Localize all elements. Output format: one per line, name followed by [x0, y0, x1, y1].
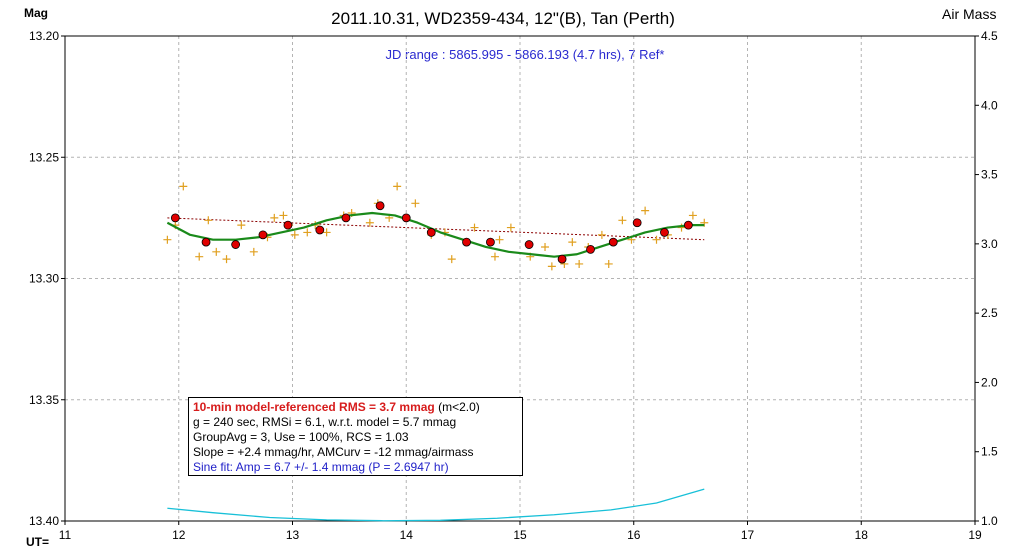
airmass-axis-title: Air Mass — [942, 6, 996, 22]
measurement-point — [163, 235, 172, 244]
airmass-tick-label: 3.5 — [981, 168, 998, 182]
measurement-point — [303, 228, 312, 237]
mag-tick-label: 13.35 — [29, 393, 59, 407]
measurement-point — [495, 235, 504, 244]
group-average-point — [401, 213, 411, 223]
measurement-point — [322, 228, 331, 237]
trend-line — [167, 217, 705, 241]
x-tick-label: 15 — [513, 528, 527, 542]
measurement-point — [677, 223, 686, 232]
x-tick-label: 17 — [741, 528, 755, 542]
stats-box: 10-min model-referenced RMS = 3.7 mmag (… — [188, 397, 523, 476]
group-average-point — [462, 237, 471, 247]
measurement-point — [470, 223, 479, 232]
measurement-point — [279, 211, 288, 220]
measurement-point — [411, 199, 420, 208]
x-tick-label: 16 — [627, 528, 641, 542]
measurement-point — [506, 223, 515, 232]
measurement-point — [237, 221, 246, 230]
airmass-tick-label: 1.5 — [981, 445, 998, 459]
measurement-point — [618, 216, 627, 225]
mag-tick-label: 13.20 — [29, 29, 59, 43]
group-average-point — [660, 228, 669, 237]
group-average-point — [608, 237, 618, 247]
model-fit-curve — [166, 211, 705, 258]
x-tick-label: 18 — [855, 528, 869, 542]
measurement-point — [249, 247, 258, 256]
group-average-point — [258, 230, 268, 240]
group-average-point — [283, 220, 293, 230]
x-tick-label: 19 — [968, 528, 982, 542]
measurement-point — [212, 247, 221, 256]
mag-tick-label: 13.30 — [29, 272, 59, 286]
stats-line-groupavg: GroupAvg = 3, Use = 100%, RCS = 1.03 — [193, 430, 409, 444]
group-average-point — [524, 240, 534, 249]
measurement-point — [652, 235, 661, 244]
measurement-point — [547, 262, 556, 271]
tick-labels: 11 12 13 14 15 16 17 18 19 13.20 13.25 13.30 13.35 13… — [29, 29, 998, 542]
measurement-point — [290, 230, 299, 239]
mag-tick-label: 13.40 — [29, 514, 59, 528]
group-average-point — [201, 237, 211, 247]
x-tick-label: 11 — [59, 528, 72, 542]
rms-condition: (m<2.0) — [434, 400, 480, 414]
measurement-point — [447, 255, 456, 264]
group-average-point — [315, 225, 325, 235]
measurement-point — [575, 259, 584, 268]
stats-line-sinefit: Sine fit: Amp = 6.7 +/- 1.4 mmag (P = 2.… — [193, 460, 449, 474]
measurement-point — [195, 252, 204, 261]
chart-title: 2011.10.31, WD2359-434, 12"(B), Tan (Per… — [331, 9, 675, 28]
group-average-point — [375, 201, 385, 211]
measurement-point — [490, 252, 499, 261]
measurement-point — [604, 259, 613, 268]
x-tick-label: 12 — [172, 528, 186, 542]
stats-line-exposure: g = 240 sec, RMSi = 6.1, w.r.t. model = … — [193, 415, 457, 429]
airmass-tick-label: 3.0 — [981, 237, 998, 251]
group-average-point — [586, 244, 595, 254]
measurement-point — [688, 211, 697, 220]
measurement-point — [179, 182, 188, 191]
group-average-point — [632, 218, 642, 228]
group-average-point — [486, 237, 495, 247]
measurement-point — [541, 242, 550, 251]
group-average-point — [341, 213, 351, 223]
stats-line-slope: Slope = +2.4 mmag/hr, AMCurv = -12 mmag/… — [193, 445, 474, 459]
group-average-point — [426, 228, 436, 237]
jd-range-text: JD range : 5865.995 - 5866.193 (4.7 hrs)… — [386, 47, 665, 62]
airmass-tick-label: 1.0 — [981, 514, 998, 528]
measurement-point — [568, 238, 577, 247]
measurement-point — [204, 216, 213, 225]
measurement-point — [641, 206, 650, 215]
mag-tick-label: 13.25 — [29, 150, 59, 164]
x-tick-label: 14 — [400, 528, 414, 542]
measurement-point — [393, 182, 402, 191]
measurement-point — [222, 255, 231, 264]
measurement-point — [597, 230, 606, 239]
group-average-point — [557, 254, 567, 264]
x-tick-label: 13 — [286, 528, 300, 542]
airmass-tick-label: 4.5 — [981, 29, 998, 43]
data-series — [163, 182, 709, 522]
measurement-point — [365, 218, 374, 227]
group-average-point — [231, 240, 241, 249]
airmass-tick-label: 4.0 — [981, 98, 998, 112]
group-average-point — [683, 220, 693, 230]
rms-summary: 10-min model-referenced RMS = 3.7 mmag — [193, 400, 435, 414]
mag-axis-title: Mag — [24, 6, 48, 20]
measurement-point — [270, 213, 279, 222]
ut-axis-prefix: UT= — [26, 535, 49, 549]
plot-frame — [64, 35, 976, 522]
airmass-tick-label: 2.5 — [981, 306, 998, 320]
group-average-point — [170, 213, 180, 223]
airmass-curve — [167, 488, 705, 522]
airmass-tick-label: 2.0 — [981, 375, 998, 389]
